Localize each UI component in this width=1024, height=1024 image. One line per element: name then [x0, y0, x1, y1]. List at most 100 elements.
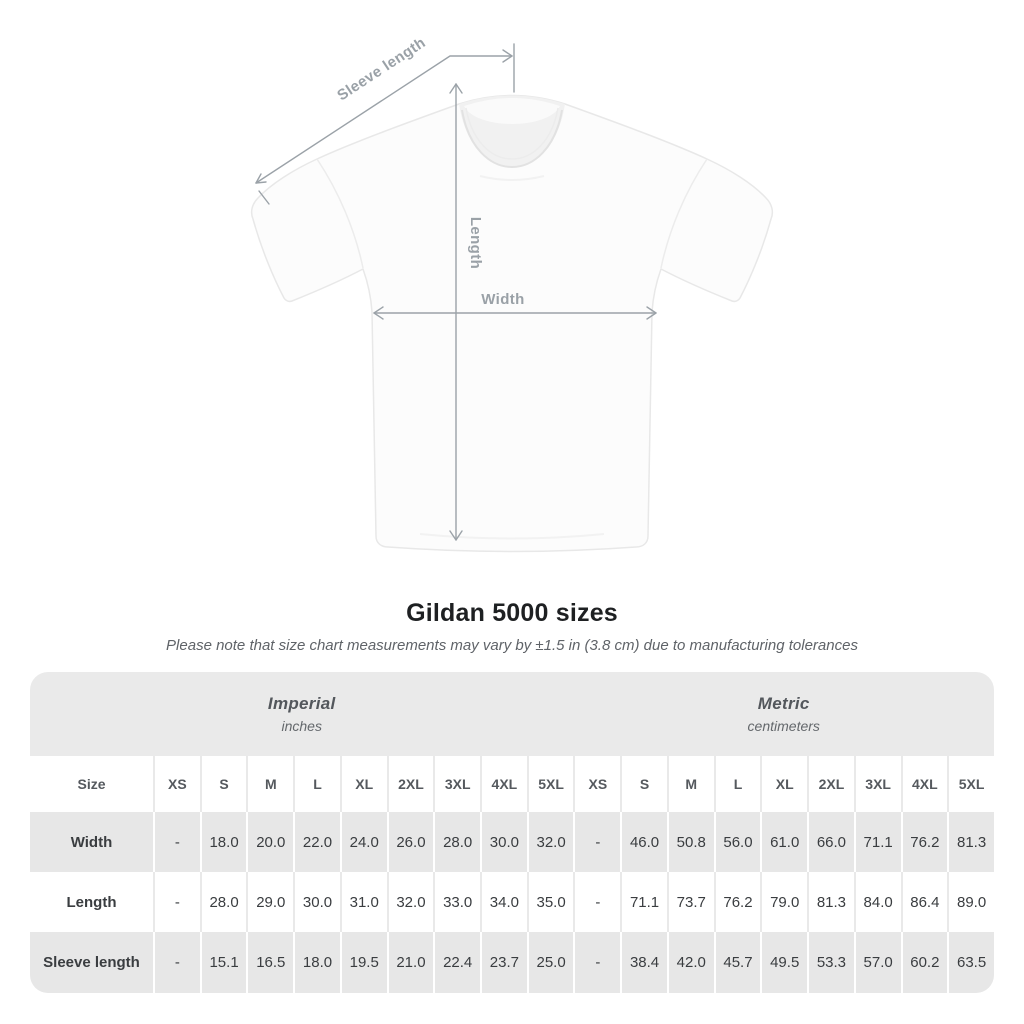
table-cell: 63.5	[947, 932, 994, 993]
table-cell: 45.7	[713, 932, 761, 993]
table-cell: 60.2	[900, 932, 948, 993]
table-cell: 30.0	[293, 872, 340, 932]
size-header-cell: 5XL	[947, 756, 994, 812]
table-cell: 76.2	[713, 872, 761, 932]
metric-title: Metric	[757, 694, 810, 713]
size-header-cell: M	[246, 756, 294, 812]
left-sleeve-seam	[316, 158, 364, 269]
size-header-cell: S	[199, 756, 247, 812]
table-cell: 89.0	[947, 872, 994, 932]
table-cell: 24.0	[339, 812, 387, 872]
tshirt-graphic	[250, 94, 774, 553]
length-label: Length	[467, 217, 484, 269]
size-header-cell: 3XL	[433, 756, 481, 812]
size-header-row: Size XS S M L XL 2XL 3XL 4XL 5XL XS S M …	[30, 756, 994, 812]
table-cell: 73.7	[666, 872, 714, 932]
width-arrow	[373, 306, 657, 320]
sleeve-length-row: Sleeve length - 15.1 16.5 18.0 19.5 21.0…	[30, 932, 994, 993]
row-label: Length	[30, 872, 153, 932]
size-header-cell: M	[666, 756, 714, 812]
table-cell: 31.0	[339, 872, 387, 932]
table-cell: 42.0	[666, 932, 714, 993]
size-header-cell: XL	[760, 756, 808, 812]
row-label: Width	[30, 812, 153, 872]
table-cell: 35.0	[526, 872, 574, 932]
table-cell: 25.0	[526, 932, 574, 993]
table-cell: 38.4	[620, 932, 667, 993]
table-cell: 46.0	[620, 812, 667, 872]
size-header-cell: 4XL	[900, 756, 948, 812]
unit-group-imperial: Imperial inches	[30, 672, 574, 756]
tshirt-measurement-diagram: Length Width Sleeve length	[250, 34, 774, 553]
size-header-cell: 2XL	[386, 756, 434, 812]
size-table-container: Imperial inches Metric centimeters Size …	[30, 672, 994, 993]
table-cell: 32.0	[386, 872, 434, 932]
table-cell: 16.5	[246, 932, 294, 993]
table-cell: 81.3	[807, 872, 854, 932]
size-header-label: Size	[30, 756, 153, 812]
table-cell: 56.0	[713, 812, 761, 872]
table-cell: 66.0	[807, 812, 854, 872]
table-cell: 79.0	[760, 872, 808, 932]
hem-fold	[419, 533, 605, 540]
table-cell: 28.0	[199, 872, 247, 932]
table-cell: 76.2	[900, 812, 948, 872]
size-header-cell: XS	[153, 756, 200, 812]
table-cell: 50.8	[666, 812, 714, 872]
table-cell: -	[573, 872, 621, 932]
collar-rib-outer	[461, 109, 563, 168]
table-cell: 22.4	[433, 932, 481, 993]
table-cell: 71.1	[620, 872, 667, 932]
size-header-cell: XL	[339, 756, 387, 812]
imperial-subtitle: inches	[281, 718, 322, 734]
table-cell: 57.0	[853, 932, 901, 993]
metric-subtitle: centimeters	[747, 718, 820, 734]
table-cell: 15.1	[199, 932, 247, 993]
sleeve-length-label: Sleeve length	[334, 34, 429, 104]
table-cell: 18.0	[199, 812, 247, 872]
chest-fold	[479, 175, 545, 181]
size-header-cell: 5XL	[526, 756, 574, 812]
size-header-cell: 4XL	[480, 756, 527, 812]
size-header-cell: L	[713, 756, 761, 812]
table-cell: 86.4	[900, 872, 948, 932]
table-cell: 28.0	[433, 812, 481, 872]
width-label: Width	[481, 291, 525, 308]
chart-heading: Gildan 5000 sizes Please note that size …	[0, 599, 1024, 654]
table-cell: 34.0	[480, 872, 527, 932]
sleeve-length-arrow	[255, 43, 515, 205]
table-cell: -	[153, 932, 200, 993]
table-cell: 20.0	[246, 812, 294, 872]
width-row: Width - 18.0 20.0 22.0 24.0 26.0 28.0 30…	[30, 812, 994, 872]
table-cell: -	[573, 812, 621, 872]
table-cell: 33.0	[433, 872, 481, 932]
size-header-cell: S	[620, 756, 667, 812]
table-cell: 18.0	[293, 932, 340, 993]
table-cell: -	[153, 812, 200, 872]
size-header-cell: 3XL	[853, 756, 901, 812]
right-sleeve-seam	[660, 158, 708, 269]
size-header-cell: 2XL	[807, 756, 854, 812]
table-cell: -	[153, 872, 200, 932]
table-cell: 29.0	[246, 872, 294, 932]
table-cell: 19.5	[339, 932, 387, 993]
tshirt-body	[250, 94, 774, 553]
table-cell: -	[573, 932, 621, 993]
table-cell: 71.1	[853, 812, 901, 872]
size-table: Imperial inches Metric centimeters Size …	[30, 672, 994, 993]
table-cell: 53.3	[807, 932, 854, 993]
collar-inner-back	[464, 98, 560, 124]
table-cell: 32.0	[526, 812, 574, 872]
row-label: Sleeve length	[30, 932, 153, 993]
collar-rib-inner	[465, 107, 559, 160]
table-cell: 61.0	[760, 812, 808, 872]
unit-band-row: Imperial inches Metric centimeters	[30, 672, 994, 756]
length-row: Length - 28.0 29.0 30.0 31.0 32.0 33.0 3…	[30, 872, 994, 932]
tolerance-note: Please note that size chart measurements…	[166, 637, 858, 654]
table-cell: 84.0	[853, 872, 901, 932]
table-cell: 30.0	[480, 812, 527, 872]
table-cell: 21.0	[386, 932, 434, 993]
table-cell: 81.3	[947, 812, 994, 872]
page-title: Gildan 5000 sizes	[406, 599, 618, 627]
